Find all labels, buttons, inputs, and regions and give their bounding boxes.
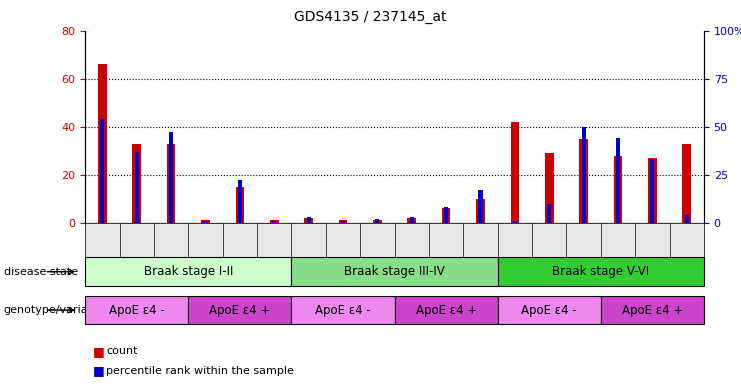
Text: Braak stage III-IV: Braak stage III-IV <box>345 265 445 278</box>
Text: ApoE ε4 -: ApoE ε4 - <box>522 304 577 316</box>
Text: percentile rank within the sample: percentile rank within the sample <box>106 366 294 376</box>
Bar <box>442 208 451 223</box>
Bar <box>236 187 245 223</box>
Bar <box>648 158 657 223</box>
Text: ■: ■ <box>93 345 104 358</box>
Bar <box>133 144 141 223</box>
Bar <box>272 221 276 223</box>
Bar <box>169 132 173 223</box>
Bar <box>202 220 210 223</box>
Bar <box>476 199 485 223</box>
Bar <box>238 180 242 223</box>
Bar <box>204 221 207 223</box>
Bar <box>444 207 448 223</box>
Bar <box>545 153 554 223</box>
Bar <box>376 219 379 223</box>
Text: disease state: disease state <box>4 266 78 277</box>
Bar <box>614 156 622 223</box>
Bar <box>582 127 585 223</box>
Bar <box>373 220 382 223</box>
Bar <box>98 64 107 223</box>
Bar <box>305 218 313 223</box>
Bar <box>339 220 348 223</box>
Text: ApoE ε4 +: ApoE ε4 + <box>209 304 270 316</box>
Bar <box>307 217 310 223</box>
Bar <box>270 220 279 223</box>
Text: Braak stage V-VI: Braak stage V-VI <box>552 265 649 278</box>
Bar <box>167 144 176 223</box>
Bar <box>651 159 654 223</box>
Text: GDS4135 / 237145_at: GDS4135 / 237145_at <box>294 10 447 23</box>
Bar <box>511 122 519 223</box>
Bar <box>479 190 482 223</box>
Text: ApoE ε4 +: ApoE ε4 + <box>416 304 476 316</box>
Bar <box>408 218 416 223</box>
Bar <box>616 138 620 223</box>
Text: ApoE ε4 -: ApoE ε4 - <box>315 304 371 316</box>
Text: genotype/variation: genotype/variation <box>4 305 110 315</box>
Bar <box>547 204 551 223</box>
Text: Braak stage I-II: Braak stage I-II <box>144 265 233 278</box>
Bar <box>682 144 691 223</box>
Bar <box>513 221 517 223</box>
Text: count: count <box>106 346 138 356</box>
Bar <box>341 221 345 223</box>
Bar <box>685 215 689 223</box>
Bar <box>100 119 104 223</box>
Text: ApoE ε4 -: ApoE ε4 - <box>109 304 165 316</box>
Bar <box>579 139 588 223</box>
Bar <box>135 152 139 223</box>
Text: ApoE ε4 +: ApoE ε4 + <box>622 304 683 316</box>
Text: ■: ■ <box>93 364 104 377</box>
Bar <box>410 217 413 223</box>
